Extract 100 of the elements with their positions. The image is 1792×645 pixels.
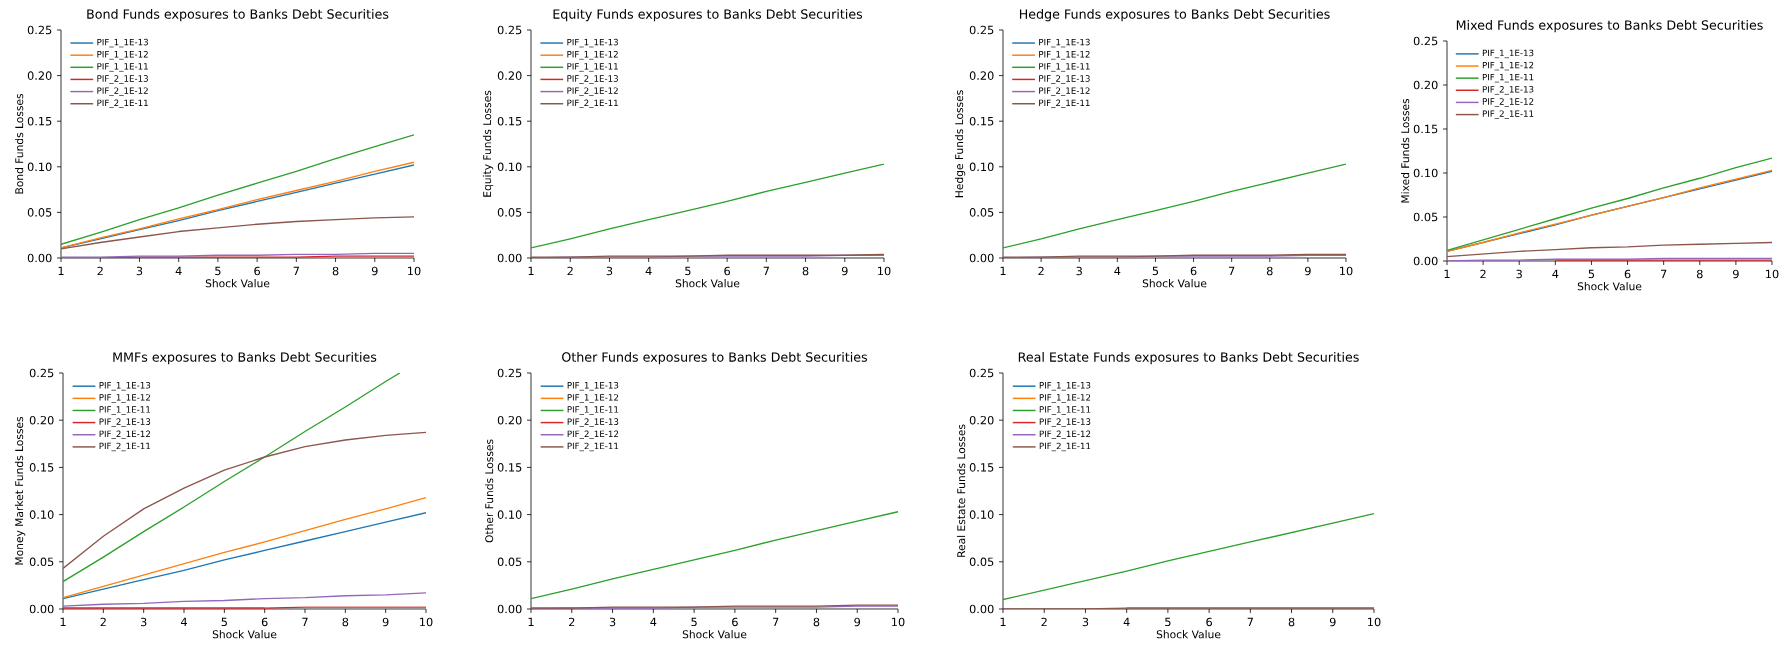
chart-title: Equity Funds exposures to Banks Debt Securities: [553, 9, 863, 22]
legend-label: PIF_2_1E-13: [1039, 418, 1091, 427]
legend-label: PIF_2_1E-12: [567, 87, 618, 96]
y-tick-label: 0.20: [497, 415, 522, 425]
legend-label: PIF_2_1E-12: [1482, 98, 1534, 107]
legend-label: PIF_2_1E-13: [1039, 75, 1090, 84]
x-tick-label: 9: [382, 617, 389, 627]
x-tick-label: 9: [1329, 617, 1336, 627]
line-series: [531, 163, 884, 249]
legend-label: PIF_1_1E-13: [1482, 49, 1534, 59]
legend-label: PIF_1_1E-12: [1039, 51, 1090, 60]
legend-label: PIF_1_1E-13: [99, 381, 151, 391]
legend-label: PIF_2_1E-11: [99, 442, 151, 452]
legend-label: PIF_1_1E-12: [567, 394, 619, 403]
y-tick-label: 0.25: [29, 368, 54, 378]
y-axis-title: Bond Funds Losses: [15, 93, 24, 194]
y-tick-label: 0.00: [27, 253, 52, 263]
x-tick-label: 6: [1206, 617, 1213, 627]
x-tick-label: 5: [1588, 269, 1595, 279]
y-tick-label: 0.05: [497, 208, 522, 217]
legend-label: PIF_2_1E-12: [1039, 87, 1090, 96]
legend-label: PIF_1_1E-12: [99, 394, 150, 403]
x-tick-label: 8: [1696, 269, 1703, 279]
x-axis-title: Shock Value: [212, 630, 277, 639]
y-axis-title: Hedge Funds Losses: [954, 90, 966, 198]
x-tick-label: 10: [408, 266, 421, 276]
x-tick-label: 1: [528, 617, 534, 626]
y-tick-label: 0.20: [969, 415, 994, 425]
x-tick-label: 5: [215, 266, 221, 276]
x-axis-title: Shock Value: [1577, 282, 1642, 291]
x-tick-label: 8: [342, 617, 349, 627]
legend-label: PIF_1_1E-11: [1039, 63, 1090, 72]
legend-label: PIF_1_1E-13: [97, 38, 148, 48]
y-tick-label: 0.15: [1413, 124, 1438, 134]
x-tick-label: 1: [1000, 266, 1006, 275]
legend-label: PIF_2_1E-11: [97, 99, 148, 109]
legend-label: PIF_2_1E-11: [1482, 110, 1534, 119]
y-tick-label: 0.25: [497, 25, 522, 35]
legend-label: PIF_1_1E-13: [1039, 381, 1091, 391]
legend-label: PIF_2_1E-12: [1039, 430, 1091, 439]
x-axis-title: Shock Value: [675, 279, 740, 288]
legend-label: PIF_1_1E-13: [567, 38, 618, 48]
legend-label: PIF_2_1E-13: [1482, 86, 1534, 95]
y-tick-label: 0.00: [1413, 256, 1438, 266]
x-tick-label: 7: [772, 617, 779, 626]
legend-label: PIF_2_1E-12: [99, 430, 150, 439]
x-tick-label: 5: [685, 266, 691, 276]
x-tick-label: 9: [1732, 269, 1739, 279]
x-tick-label: 8: [1288, 617, 1295, 627]
chart-title: Bond Funds exposures to Banks Debt Securities: [87, 9, 389, 22]
x-axis-title: Shock Value: [1142, 279, 1207, 288]
x-tick-label: 9: [1305, 266, 1311, 276]
legend-label: PIF_2_1E-13: [567, 418, 619, 427]
y-tick-label: 0.00: [969, 604, 994, 614]
x-tick-label: 3: [1082, 617, 1089, 627]
chart-title: Mixed Funds exposures to Banks Debt Securities: [1456, 20, 1763, 33]
y-tick-label: 0.10: [1413, 168, 1438, 178]
legend-label: PIF_2_1E-11: [1039, 442, 1091, 452]
y-tick-label: 0.15: [497, 116, 522, 126]
x-tick-label: 6: [254, 266, 261, 276]
x-tick-label: 10: [892, 617, 905, 627]
x-tick-label: 1: [528, 266, 534, 275]
y-tick-label: 0.20: [497, 71, 522, 80]
y-axis-title: Equity Funds Losses: [482, 90, 494, 197]
legend-label: PIF_1_1E-11: [1482, 73, 1534, 83]
y-tick-label: 0.15: [497, 463, 522, 472]
legend-label: PIF_1_1E-13: [1039, 38, 1090, 48]
x-tick-label: 7: [1228, 266, 1235, 275]
line-series: [61, 134, 414, 245]
x-axis-title: Shock Value: [205, 279, 270, 288]
y-tick-label: 0.10: [497, 510, 522, 519]
x-tick-label: 2: [567, 266, 573, 276]
y-tick-label: 0.15: [969, 463, 994, 472]
legend-label: PIF_1_1E-13: [567, 381, 619, 391]
legend-label: PIF_1_1E-12: [1482, 61, 1534, 71]
x-tick-label: 4: [175, 266, 182, 275]
x-tick-label: 7: [763, 266, 769, 275]
y-tick-label: 0.15: [969, 116, 994, 126]
line-series: [63, 512, 426, 600]
x-tick-label: 3: [136, 266, 143, 276]
x-tick-label: 2: [100, 617, 106, 627]
y-tick-label: 0.05: [497, 557, 522, 567]
chart-title: Hedge Funds exposures to Banks Debt Securities: [1019, 9, 1330, 22]
y-tick-label: 0.15: [29, 463, 54, 472]
x-tick-label: 6: [732, 617, 738, 627]
y-tick-label: 0.00: [29, 604, 54, 614]
legend-label: PIF_1_1E-12: [567, 51, 618, 60]
legend-label: PIF_2_1E-13: [567, 75, 618, 84]
x-tick-label: 6: [1624, 269, 1631, 279]
x-tick-label: 10: [420, 617, 433, 627]
x-axis-title: Shock Value: [1156, 630, 1221, 639]
y-tick-label: 0.00: [497, 253, 522, 263]
x-tick-label: 2: [569, 617, 575, 627]
x-tick-label: 5: [1152, 266, 1159, 276]
x-tick-label: 7: [1660, 269, 1667, 278]
line-series: [61, 216, 414, 250]
x-tick-label: 9: [841, 266, 848, 276]
y-axis-title: Real Estate Funds Losses: [957, 424, 966, 557]
y-tick-label: 0.10: [497, 162, 522, 172]
legend-label: PIF_1_1E-12: [97, 51, 148, 60]
